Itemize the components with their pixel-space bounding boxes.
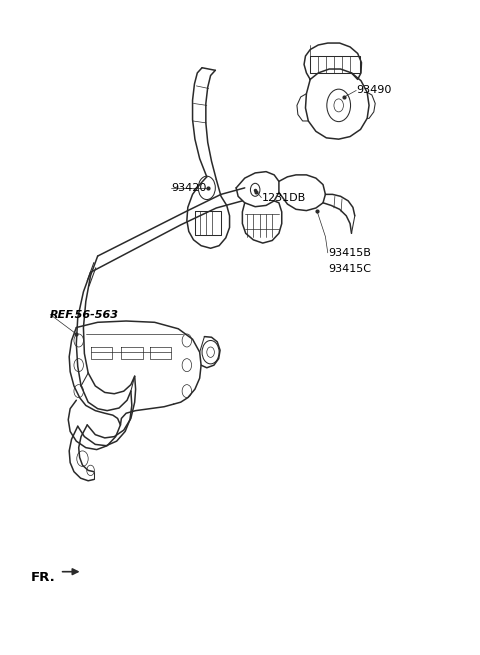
Text: 93490: 93490 — [356, 85, 392, 96]
Text: 93415B: 93415B — [328, 248, 371, 258]
Text: 93415C: 93415C — [328, 264, 371, 274]
Text: 1231DB: 1231DB — [261, 193, 306, 202]
Text: REF.56-563: REF.56-563 — [50, 310, 119, 320]
Text: 93420: 93420 — [171, 183, 206, 193]
Text: FR.: FR. — [31, 571, 56, 584]
